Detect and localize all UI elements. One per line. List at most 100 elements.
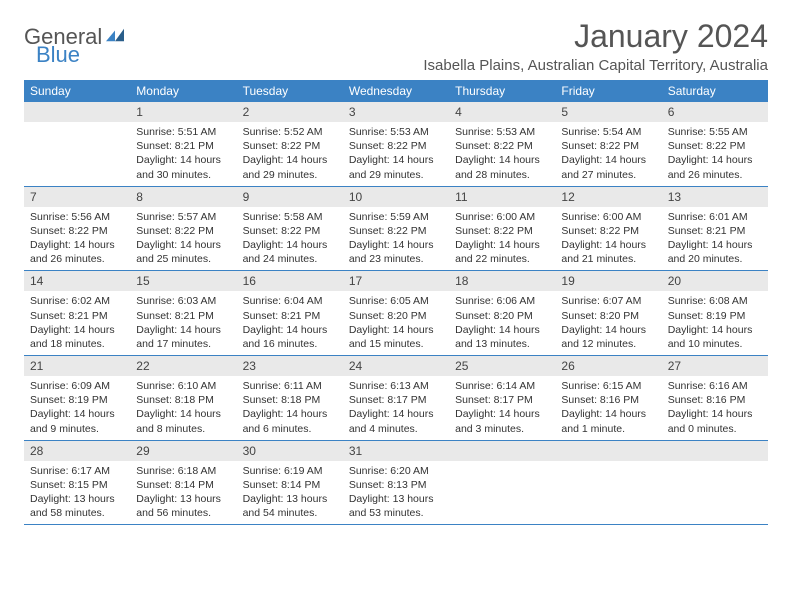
calendar-empty-cell <box>449 440 555 525</box>
calendar-table: SundayMondayTuesdayWednesdayThursdayFrid… <box>24 80 768 525</box>
calendar-day-cell: 19Sunrise: 6:07 AMSunset: 8:20 PMDayligh… <box>555 271 661 356</box>
day-details: Sunrise: 6:01 AMSunset: 8:21 PMDaylight:… <box>662 207 768 271</box>
calendar-day-cell: 25Sunrise: 6:14 AMSunset: 8:17 PMDayligh… <box>449 356 555 441</box>
day-number: 10 <box>343 187 449 207</box>
day-number: 18 <box>449 271 555 291</box>
day-number: 20 <box>662 271 768 291</box>
calendar-header-row: SundayMondayTuesdayWednesdayThursdayFrid… <box>24 80 768 102</box>
day-number: 13 <box>662 187 768 207</box>
calendar-day-cell: 20Sunrise: 6:08 AMSunset: 8:19 PMDayligh… <box>662 271 768 356</box>
day-details: Sunrise: 6:00 AMSunset: 8:22 PMDaylight:… <box>449 207 555 271</box>
day-number: 5 <box>555 102 661 122</box>
day-details: Sunrise: 6:06 AMSunset: 8:20 PMDaylight:… <box>449 291 555 355</box>
day-details: Sunrise: 6:00 AMSunset: 8:22 PMDaylight:… <box>555 207 661 271</box>
day-number: 7 <box>24 187 130 207</box>
day-details <box>662 461 768 511</box>
day-number: 23 <box>237 356 343 376</box>
calendar-day-cell: 21Sunrise: 6:09 AMSunset: 8:19 PMDayligh… <box>24 356 130 441</box>
day-number <box>24 102 130 122</box>
day-details: Sunrise: 6:07 AMSunset: 8:20 PMDaylight:… <box>555 291 661 355</box>
calendar-day-cell: 23Sunrise: 6:11 AMSunset: 8:18 PMDayligh… <box>237 356 343 441</box>
calendar-day-cell: 8Sunrise: 5:57 AMSunset: 8:22 PMDaylight… <box>130 186 236 271</box>
day-details: Sunrise: 6:02 AMSunset: 8:21 PMDaylight:… <box>24 291 130 355</box>
calendar-day-cell: 15Sunrise: 6:03 AMSunset: 8:21 PMDayligh… <box>130 271 236 356</box>
day-details: Sunrise: 6:13 AMSunset: 8:17 PMDaylight:… <box>343 376 449 440</box>
calendar-day-cell: 17Sunrise: 6:05 AMSunset: 8:20 PMDayligh… <box>343 271 449 356</box>
calendar-day-cell: 1Sunrise: 5:51 AMSunset: 8:21 PMDaylight… <box>130 102 236 186</box>
day-number: 14 <box>24 271 130 291</box>
day-details: Sunrise: 6:10 AMSunset: 8:18 PMDaylight:… <box>130 376 236 440</box>
calendar-body: 1Sunrise: 5:51 AMSunset: 8:21 PMDaylight… <box>24 102 768 525</box>
calendar-day-cell: 9Sunrise: 5:58 AMSunset: 8:22 PMDaylight… <box>237 186 343 271</box>
day-number: 9 <box>237 187 343 207</box>
day-details: Sunrise: 6:20 AMSunset: 8:13 PMDaylight:… <box>343 461 449 525</box>
location: Isabella Plains, Australian Capital Terr… <box>423 57 768 74</box>
day-number: 6 <box>662 102 768 122</box>
day-details: Sunrise: 6:17 AMSunset: 8:15 PMDaylight:… <box>24 461 130 525</box>
weekday-header: Tuesday <box>237 80 343 102</box>
day-details: Sunrise: 6:15 AMSunset: 8:16 PMDaylight:… <box>555 376 661 440</box>
calendar-week-row: 14Sunrise: 6:02 AMSunset: 8:21 PMDayligh… <box>24 271 768 356</box>
calendar-week-row: 21Sunrise: 6:09 AMSunset: 8:19 PMDayligh… <box>24 356 768 441</box>
weekday-header: Friday <box>555 80 661 102</box>
weekday-header: Saturday <box>662 80 768 102</box>
day-number: 22 <box>130 356 236 376</box>
day-number <box>662 441 768 461</box>
day-details: Sunrise: 5:52 AMSunset: 8:22 PMDaylight:… <box>237 122 343 186</box>
calendar-day-cell: 26Sunrise: 6:15 AMSunset: 8:16 PMDayligh… <box>555 356 661 441</box>
calendar-empty-cell <box>24 102 130 186</box>
day-number: 17 <box>343 271 449 291</box>
day-details: Sunrise: 5:53 AMSunset: 8:22 PMDaylight:… <box>343 122 449 186</box>
day-details <box>24 122 130 172</box>
day-number: 2 <box>237 102 343 122</box>
day-number: 31 <box>343 441 449 461</box>
day-number: 11 <box>449 187 555 207</box>
logo-triangle-icon <box>106 28 124 42</box>
day-details: Sunrise: 6:14 AMSunset: 8:17 PMDaylight:… <box>449 376 555 440</box>
month-title: January 2024 <box>423 18 768 55</box>
day-number: 8 <box>130 187 236 207</box>
day-details: Sunrise: 5:56 AMSunset: 8:22 PMDaylight:… <box>24 207 130 271</box>
calendar-day-cell: 27Sunrise: 6:16 AMSunset: 8:16 PMDayligh… <box>662 356 768 441</box>
calendar-empty-cell <box>555 440 661 525</box>
calendar-week-row: 7Sunrise: 5:56 AMSunset: 8:22 PMDaylight… <box>24 186 768 271</box>
calendar-day-cell: 24Sunrise: 6:13 AMSunset: 8:17 PMDayligh… <box>343 356 449 441</box>
day-number: 28 <box>24 441 130 461</box>
day-details: Sunrise: 5:53 AMSunset: 8:22 PMDaylight:… <box>449 122 555 186</box>
title-block: January 2024 Isabella Plains, Australian… <box>423 18 768 74</box>
day-number: 3 <box>343 102 449 122</box>
weekday-header: Monday <box>130 80 236 102</box>
day-details: Sunrise: 6:03 AMSunset: 8:21 PMDaylight:… <box>130 291 236 355</box>
day-number: 16 <box>237 271 343 291</box>
day-details <box>555 461 661 511</box>
calendar-week-row: 28Sunrise: 6:17 AMSunset: 8:15 PMDayligh… <box>24 440 768 525</box>
calendar-day-cell: 11Sunrise: 6:00 AMSunset: 8:22 PMDayligh… <box>449 186 555 271</box>
day-details: Sunrise: 5:58 AMSunset: 8:22 PMDaylight:… <box>237 207 343 271</box>
day-number: 21 <box>24 356 130 376</box>
logo-text-blue: Blue <box>36 42 80 67</box>
calendar-day-cell: 4Sunrise: 5:53 AMSunset: 8:22 PMDaylight… <box>449 102 555 186</box>
calendar-day-cell: 28Sunrise: 6:17 AMSunset: 8:15 PMDayligh… <box>24 440 130 525</box>
calendar-day-cell: 16Sunrise: 6:04 AMSunset: 8:21 PMDayligh… <box>237 271 343 356</box>
day-details: Sunrise: 6:19 AMSunset: 8:14 PMDaylight:… <box>237 461 343 525</box>
calendar-day-cell: 6Sunrise: 5:55 AMSunset: 8:22 PMDaylight… <box>662 102 768 186</box>
calendar-day-cell: 10Sunrise: 5:59 AMSunset: 8:22 PMDayligh… <box>343 186 449 271</box>
day-details: Sunrise: 5:51 AMSunset: 8:21 PMDaylight:… <box>130 122 236 186</box>
header: General January 2024 Isabella Plains, Au… <box>24 18 768 74</box>
day-details: Sunrise: 6:05 AMSunset: 8:20 PMDaylight:… <box>343 291 449 355</box>
calendar-day-cell: 14Sunrise: 6:02 AMSunset: 8:21 PMDayligh… <box>24 271 130 356</box>
calendar-empty-cell <box>662 440 768 525</box>
day-number: 15 <box>130 271 236 291</box>
calendar-day-cell: 22Sunrise: 6:10 AMSunset: 8:18 PMDayligh… <box>130 356 236 441</box>
day-details <box>449 461 555 511</box>
day-details: Sunrise: 6:04 AMSunset: 8:21 PMDaylight:… <box>237 291 343 355</box>
day-number: 24 <box>343 356 449 376</box>
day-details: Sunrise: 6:08 AMSunset: 8:19 PMDaylight:… <box>662 291 768 355</box>
day-number <box>449 441 555 461</box>
day-number: 29 <box>130 441 236 461</box>
calendar-day-cell: 7Sunrise: 5:56 AMSunset: 8:22 PMDaylight… <box>24 186 130 271</box>
day-number: 30 <box>237 441 343 461</box>
day-number <box>555 441 661 461</box>
day-number: 19 <box>555 271 661 291</box>
calendar-day-cell: 29Sunrise: 6:18 AMSunset: 8:14 PMDayligh… <box>130 440 236 525</box>
